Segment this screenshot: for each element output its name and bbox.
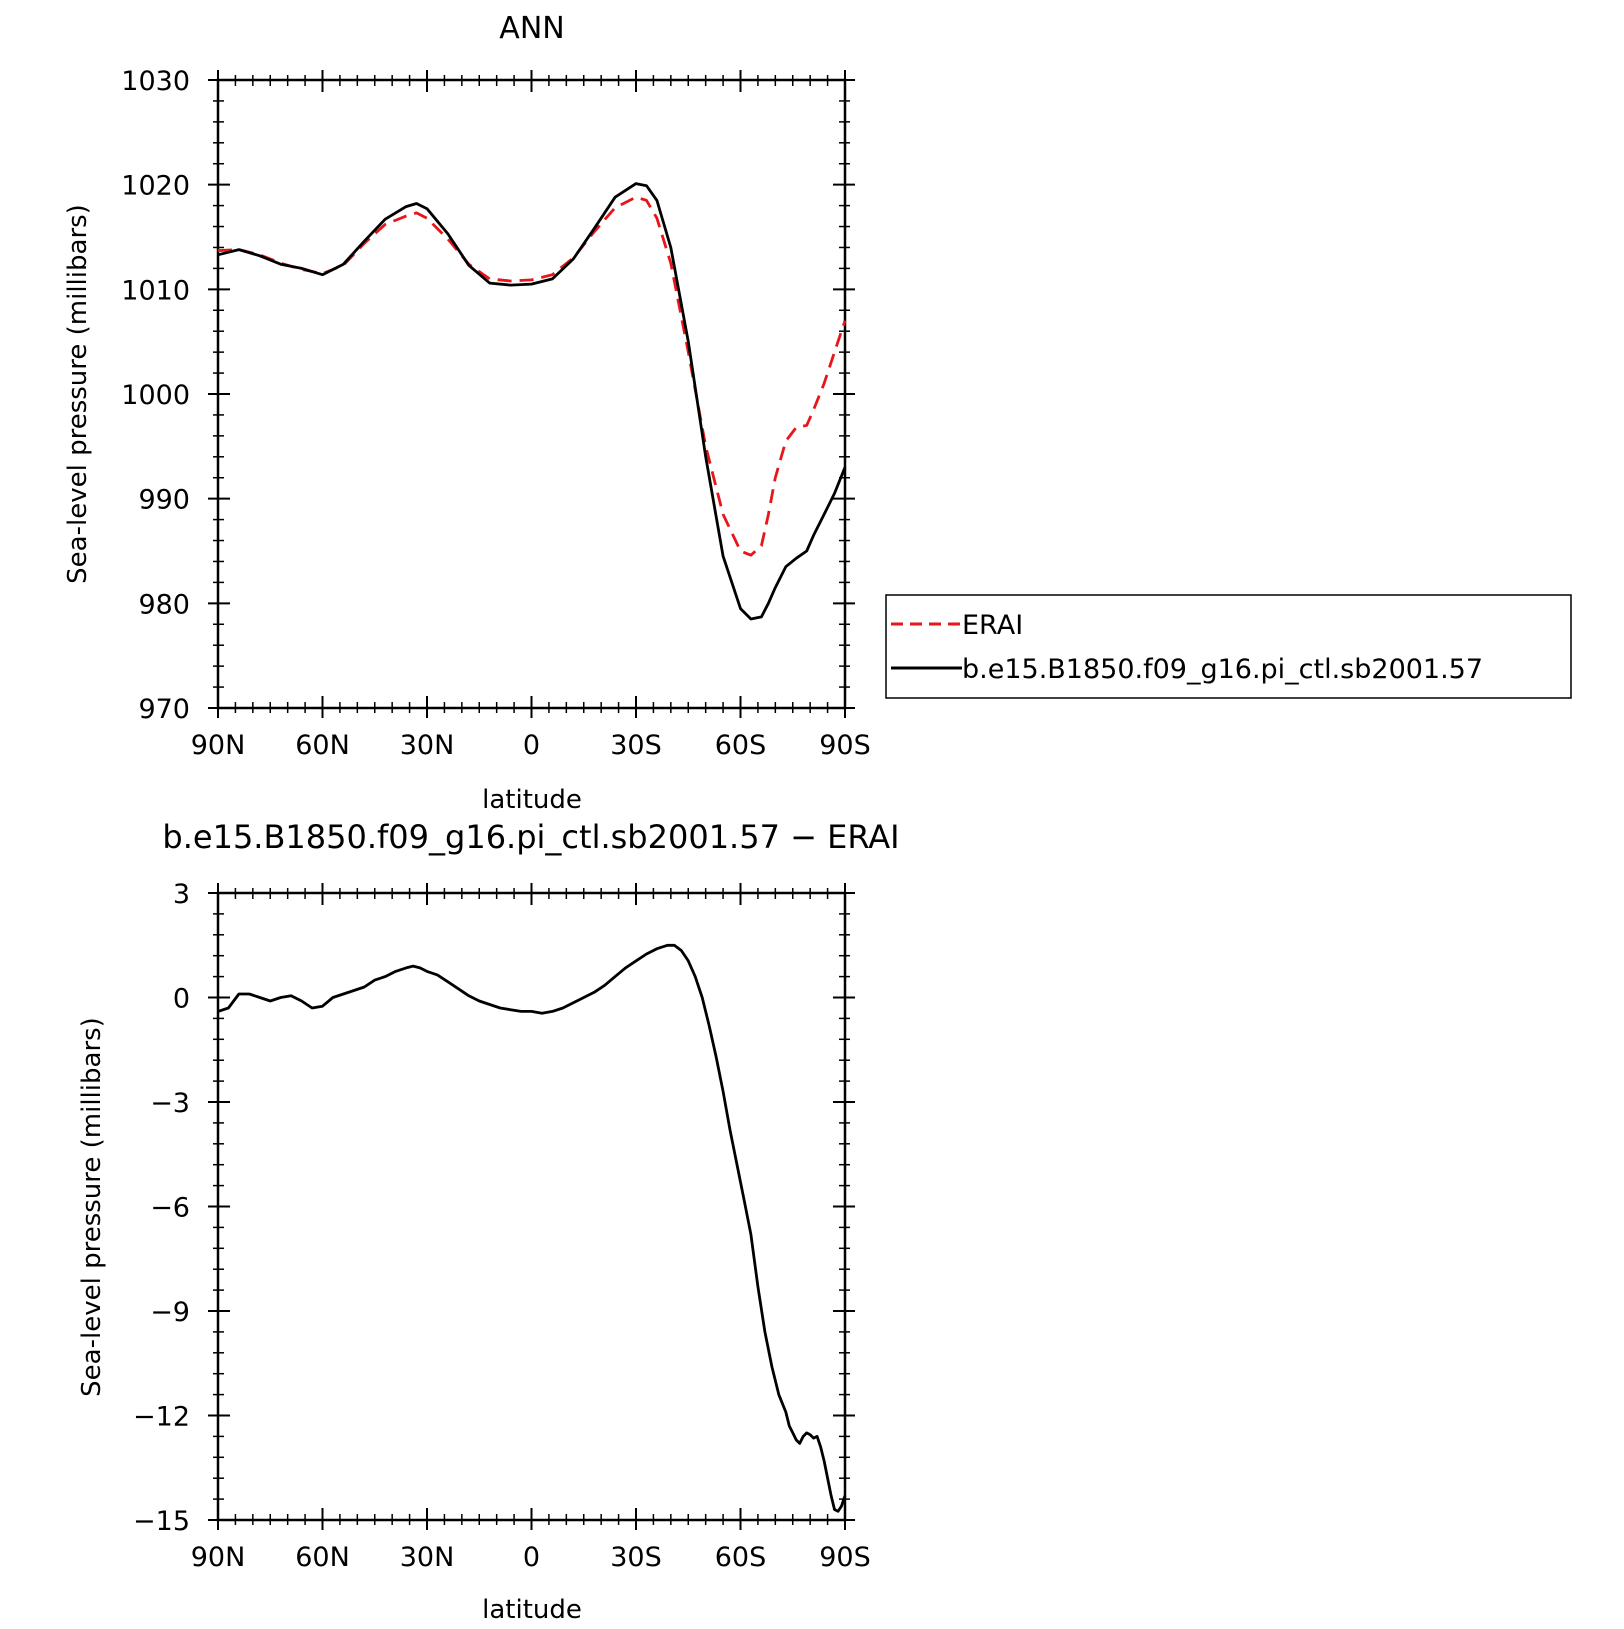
top-y-axis-label: Sea-level pressure (millibars) [63, 204, 93, 584]
bottom-y-tick-label: −9 [150, 1297, 190, 1328]
legend: ERAI b.e15.B1850.f09_g16.pi_ctl.sb2001.5… [885, 594, 1572, 699]
legend-label-model: b.e15.B1850.f09_g16.pi_ctl.sb2001.57 [962, 654, 1483, 685]
bottom-y-tick-label: −3 [150, 1088, 190, 1119]
top-series-line-erai [217, 195, 847, 557]
bottom-x-tick-label: 90N [191, 1542, 246, 1573]
top-y-tick-labels: 970 980 990 1000 1010 1020 1030 [121, 66, 190, 725]
bottom-y-tick-label: 0 [173, 984, 190, 1015]
legend-box [885, 594, 1572, 699]
top-chart-title: ANN [499, 11, 564, 46]
bottom-chart-title: b.e15.B1850.f09_g16.pi_ctl.sb2001.57 − E… [162, 818, 899, 856]
top-x-tick-label: 60S [715, 730, 767, 761]
top-y-tick-label: 990 [138, 485, 190, 516]
bottom-x-tick-label: 0 [523, 1542, 540, 1573]
top-x-tick-labels: 90N 60N 30N 0 30S 60S 90S [191, 730, 871, 761]
top-x-tick-label: 90N [191, 730, 246, 761]
top-x-tick-label: 30N [400, 730, 455, 761]
top-series-line-model [217, 182, 847, 621]
bottom-y-tick-label: 3 [173, 879, 190, 910]
top-x-tick-label: 60N [295, 730, 350, 761]
top-y-tick-label: 970 [138, 694, 190, 725]
top-axis-ticks [208, 70, 855, 718]
bottom-x-tick-labels: 90N 60N 30N 0 30S 60S 90S [191, 1542, 871, 1573]
top-y-tick-label: 1020 [121, 171, 190, 202]
bottom-y-axis-label: Sea-level pressure (millibars) [77, 1017, 107, 1397]
top-x-tick-label: 90S [819, 730, 871, 761]
top-x-axis-label: latitude [482, 785, 582, 815]
bottom-x-tick-label: 60S [715, 1542, 767, 1573]
top-y-tick-label: 1030 [121, 66, 190, 97]
top-plot-frame [216, 78, 847, 710]
bottom-x-tick-label: 60N [295, 1542, 350, 1573]
top-y-tick-label: 1010 [121, 275, 190, 306]
bottom-y-tick-label: −15 [133, 1506, 190, 1537]
bottom-y-tick-label: −12 [133, 1402, 190, 1433]
top-y-tick-label: 1000 [121, 380, 190, 411]
top-series-lines [217, 182, 847, 621]
bottom-x-tick-label: 30S [610, 1542, 662, 1573]
legend-label-erai: ERAI [962, 610, 1023, 641]
bottom-y-tick-labels: −15 −12 −9 −6 −3 0 3 [133, 879, 190, 1537]
bottom-series-line-difference [217, 943, 847, 1513]
top-x-tick-label: 30S [610, 730, 662, 761]
top-panel: ANN 90N 60N 30N 0 30S 60S 90S 970 980 990 1000 101… [63, 11, 871, 815]
bottom-axis-ticks [208, 883, 855, 1530]
bottom-y-tick-label: −6 [150, 1193, 190, 1224]
bottom-x-tick-label: 90S [819, 1542, 871, 1573]
top-x-tick-label: 0 [523, 730, 540, 761]
top-y-tick-label: 980 [138, 589, 190, 620]
bottom-panel: b.e15.B1850.f09_g16.pi_ctl.sb2001.57 − E… [77, 818, 900, 1625]
bottom-plot-frame [216, 891, 847, 1522]
bottom-x-tick-label: 30N [400, 1542, 455, 1573]
bottom-x-axis-label: latitude [482, 1595, 582, 1624]
bottom-series-lines [217, 943, 847, 1513]
